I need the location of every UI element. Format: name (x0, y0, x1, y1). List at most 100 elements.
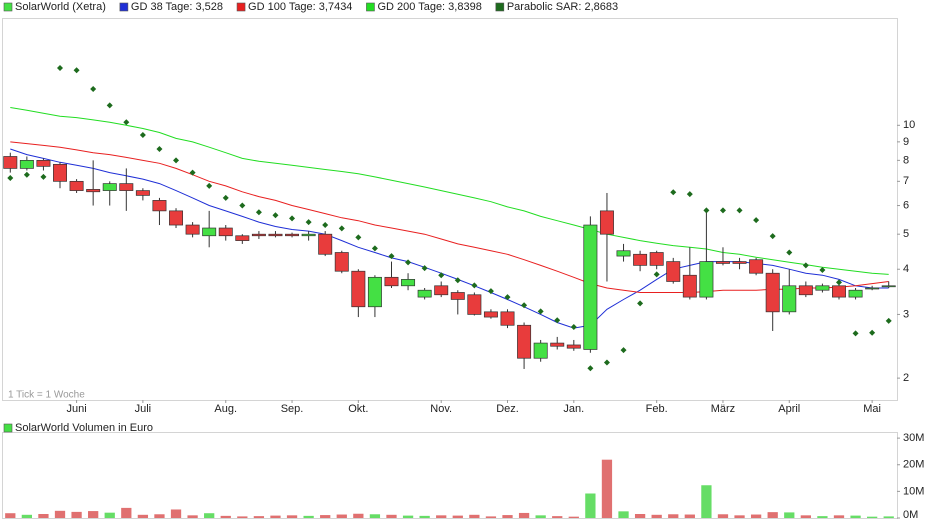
legend-label: GD 100 Tage: 3,7434 (248, 1, 352, 13)
y-tick-label: 0M (903, 509, 918, 521)
volume-bar (485, 516, 497, 518)
x-tick-label: Feb. (646, 403, 668, 415)
candle-body (815, 285, 830, 291)
volume-bar (303, 515, 314, 518)
volume-bar (253, 516, 265, 518)
sar-dot (835, 279, 842, 286)
candle-body (832, 285, 846, 298)
y-tick-label: 3 (903, 308, 909, 320)
volume-bar (784, 512, 795, 518)
candle-body (318, 233, 333, 255)
candle-body (334, 252, 349, 272)
volume-bar (419, 515, 430, 518)
price-panel (2, 18, 898, 401)
candle-body (715, 261, 730, 264)
candle-body (185, 224, 200, 235)
sar-dot (554, 317, 561, 324)
sar-dot (156, 145, 163, 152)
volume-bar (568, 516, 579, 518)
x-tick-label: April (778, 403, 800, 415)
candle-body (251, 233, 266, 237)
legend-swatch (495, 2, 505, 12)
x-tick-label: Sep. (281, 403, 304, 415)
y-tick-label: 5 (903, 228, 909, 240)
moving-average (10, 141, 889, 293)
sar-dot (670, 189, 677, 196)
sar-dot (653, 271, 660, 278)
sar-dot (471, 282, 478, 289)
candle-body (649, 252, 664, 266)
sar-dot (570, 323, 577, 330)
candle-body (53, 163, 67, 182)
sar-dot (139, 132, 146, 139)
volume-bar (701, 485, 712, 518)
volume-bar (386, 514, 397, 518)
volume-bar (585, 493, 596, 518)
legend-swatch (119, 2, 129, 12)
y-tick-label: 10M (903, 485, 924, 497)
volume-bar (88, 511, 99, 518)
sar-dot (289, 215, 296, 222)
candle-body (19, 160, 34, 169)
sar-dot (7, 175, 14, 182)
candle-body (599, 210, 614, 235)
volume-bar (320, 515, 331, 518)
sar-dot (206, 182, 213, 189)
volume-bar (187, 515, 198, 518)
y-tick-label: 4 (903, 263, 909, 275)
sar-dot (802, 262, 809, 269)
y-tick-label: 9 (903, 136, 909, 148)
volume-bar (717, 514, 729, 518)
volume-bar (54, 510, 66, 518)
volume-bar (850, 515, 861, 518)
sar-dot (338, 225, 345, 232)
volume-bar (237, 516, 248, 518)
volume-bar (220, 515, 231, 518)
y-tick-label: 8 (903, 154, 909, 166)
legend-swatch (3, 2, 13, 12)
sar-dot (885, 317, 892, 324)
y-tick-label: 30M (903, 432, 924, 444)
volume-bar (469, 514, 480, 518)
candle-body (69, 180, 84, 191)
sar-dot (322, 222, 329, 229)
volume-bar (5, 513, 16, 518)
candle-body (417, 289, 432, 298)
sar-dot (504, 294, 511, 301)
legend-label: GD 38 Tage: 3,528 (131, 1, 223, 13)
candle-body (682, 274, 697, 298)
volume-bar (800, 515, 811, 518)
sar-dot (405, 259, 412, 266)
volume-bar (883, 516, 894, 518)
x-tick-label: Juni (66, 403, 86, 415)
sar-dot (23, 171, 30, 178)
candle-body (152, 200, 167, 212)
candle-body (367, 276, 382, 308)
candle-body (798, 285, 813, 296)
sar-dot (736, 207, 743, 214)
volume-bar (668, 514, 679, 518)
candle-body (135, 190, 150, 196)
tick-note: 1 Tick = 1 Woche (8, 390, 85, 401)
sar-dot (388, 253, 395, 260)
candle-body (285, 233, 300, 237)
sar-dot (869, 329, 876, 336)
candle-body (765, 272, 780, 313)
sar-dot (421, 265, 428, 272)
sar-dot (222, 194, 229, 201)
candle-body (3, 156, 18, 169)
volume-bar (867, 516, 878, 518)
candle-body (583, 224, 598, 350)
candle-body (699, 261, 714, 298)
sar-dot (852, 330, 859, 337)
candle-body (533, 342, 548, 359)
volume-bar (535, 515, 546, 518)
sar-dot (620, 347, 627, 354)
sar-dot (40, 173, 47, 180)
y-tick-label: 7 (903, 175, 909, 187)
candle-body (235, 235, 250, 241)
candle-body (119, 183, 134, 191)
moving-average (10, 107, 889, 275)
sar-dot (371, 245, 378, 252)
volume-bar (121, 507, 132, 518)
